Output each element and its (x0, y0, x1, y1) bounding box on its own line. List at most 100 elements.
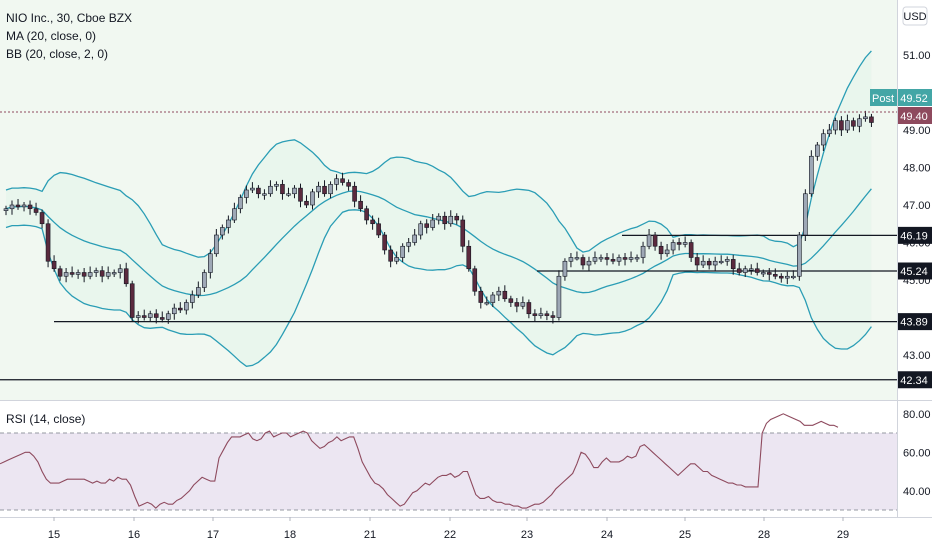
candle (700, 255, 706, 268)
candle-body (586, 260, 592, 266)
candle-body (39, 212, 45, 225)
candle (730, 254, 736, 275)
candle-body (81, 272, 87, 277)
price-tick-label: 49.00 (903, 125, 931, 137)
price-tick-label: 45.00 (903, 275, 931, 287)
price-tick-label: 46.00 (903, 238, 931, 250)
candle-body (857, 118, 862, 127)
candle (232, 202, 237, 223)
candle (526, 299, 532, 319)
candle-body (424, 223, 430, 228)
candle (75, 269, 81, 279)
candle (370, 215, 375, 230)
candle-body (821, 133, 826, 146)
rsi-path (0, 413, 839, 509)
candles (3, 110, 874, 324)
candle-body (310, 191, 315, 206)
candle-body (496, 290, 502, 296)
candle-body (869, 116, 874, 123)
candle (177, 302, 183, 313)
candle-body (400, 245, 405, 258)
candle-body (93, 270, 99, 273)
currency-badge[interactable] (902, 6, 928, 26)
candle (646, 229, 652, 250)
candle (454, 213, 460, 225)
candle-body (51, 260, 57, 270)
candle (238, 194, 243, 214)
candle-body (3, 208, 9, 211)
candle-body (532, 313, 538, 316)
candle-body (730, 259, 736, 270)
candle-body (797, 234, 802, 277)
candle (376, 217, 381, 238)
candle (352, 181, 357, 208)
candle-body (376, 223, 381, 236)
candle (628, 251, 634, 263)
rsi-band-bg (0, 433, 897, 510)
candle (797, 232, 802, 281)
candle (15, 199, 21, 210)
candle-body (508, 298, 514, 303)
candle (135, 311, 141, 324)
candle-body (754, 268, 760, 273)
post-price-label: 49.52 (900, 93, 928, 105)
candle (99, 266, 105, 283)
candle (27, 200, 33, 215)
candle-body (340, 178, 345, 183)
time-tick-label: 16 (128, 529, 140, 541)
candle (268, 180, 273, 197)
candle-body (598, 257, 604, 260)
candle (304, 195, 309, 208)
candle-body (334, 178, 339, 185)
candle-body (286, 193, 291, 196)
candle-body (791, 275, 796, 279)
candle-body (226, 219, 231, 228)
time-axis: 15 16 17 18 21 22 23 24 25 28 29 (48, 517, 849, 541)
candle-body (616, 257, 622, 262)
candle (857, 114, 862, 133)
candle (833, 117, 838, 135)
candle (39, 209, 45, 229)
candle (718, 255, 724, 265)
candle-body (63, 272, 69, 277)
level-label: 45.24 (900, 266, 928, 278)
candle-body (262, 193, 267, 196)
price-tick-label: 47.00 (903, 200, 931, 212)
candle-body (244, 189, 249, 198)
candle-body (478, 290, 484, 303)
candle-body (664, 249, 670, 255)
candle-body (388, 249, 393, 262)
candle-body (562, 260, 568, 277)
candle (496, 286, 502, 301)
candle-body (514, 302, 520, 307)
candle (334, 174, 339, 191)
candle-body (694, 257, 700, 266)
candle (298, 183, 303, 208)
candle-body (778, 275, 784, 279)
candle-body (232, 208, 237, 221)
candle (580, 254, 586, 270)
candle-body (99, 270, 105, 277)
candle-body (833, 120, 838, 131)
time-tick-label: 25 (679, 529, 691, 541)
candle (202, 269, 207, 292)
candle-body (718, 260, 724, 264)
candle-body (111, 272, 117, 275)
currency-label: USD (903, 11, 926, 23)
candle (634, 254, 640, 262)
time-tick-label: 28 (758, 529, 770, 541)
candle-body (256, 187, 261, 195)
candle (472, 265, 478, 296)
candle (51, 255, 57, 272)
candle-body (177, 307, 183, 311)
candle-body (839, 120, 844, 131)
candle-body (538, 313, 544, 316)
candle (322, 180, 327, 197)
candle-body (75, 272, 81, 275)
candle-body (220, 227, 225, 236)
candle (724, 256, 730, 266)
candle (93, 267, 99, 277)
candle (406, 238, 411, 253)
candle-body (851, 120, 856, 127)
candle (754, 262, 760, 276)
